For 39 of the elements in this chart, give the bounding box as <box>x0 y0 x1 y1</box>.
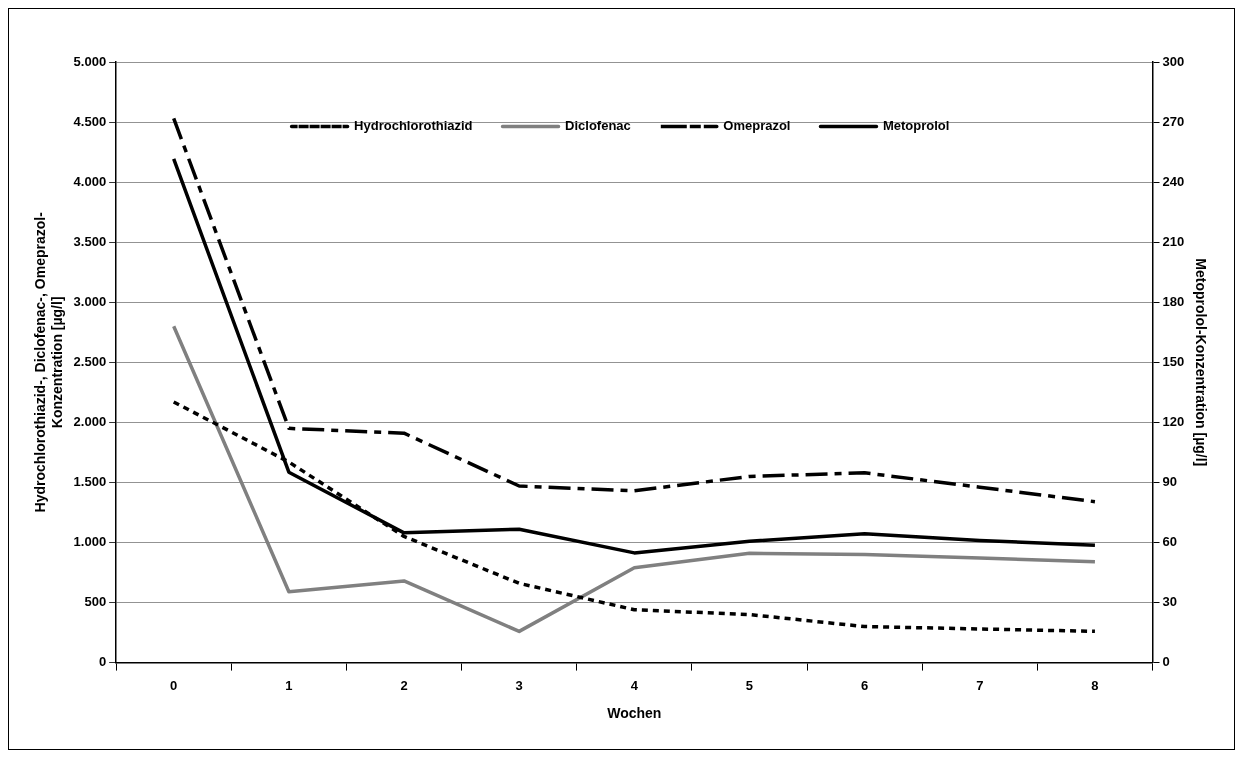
y2-tick-label: 60 <box>1162 534 1177 550</box>
line-series <box>171 116 1097 504</box>
y2-tick-label: 0 <box>1162 654 1170 670</box>
y-tick-label: 3.000 <box>73 293 107 309</box>
y-tick-label: 1.000 <box>73 534 107 550</box>
y2-tick-label: 180 <box>1162 293 1185 309</box>
legend-label: Metoprolol <box>882 118 950 134</box>
y2-tick-label: 270 <box>1162 113 1185 129</box>
y-tick-label: 3.500 <box>73 233 107 249</box>
x-tick-label: 8 <box>1091 677 1099 693</box>
x-tick-label: 2 <box>400 677 408 693</box>
x-tick-label: 3 <box>515 677 523 693</box>
y2-tick-label: 210 <box>1162 233 1185 249</box>
x-tick-label: 4 <box>630 677 639 693</box>
y-tick-label: 4.500 <box>73 113 107 129</box>
y-axis-title: Hydrochlorothiazid-, Diclofenac-, Omeprazol- Konzentration [µg/l] <box>32 211 66 513</box>
legend-label: Hydrochlorothiazid <box>354 118 473 134</box>
legend-label: Omeprazol <box>723 118 791 134</box>
y-tick-label: 5.000 <box>73 53 107 69</box>
y-tick-label: 2.000 <box>73 413 107 429</box>
y2-tick-label: 90 <box>1162 474 1177 489</box>
y-tick-label: 1.500 <box>73 474 107 489</box>
y2-tick-label: 30 <box>1162 594 1177 610</box>
y2-axis-title: Metoprolol-Konzentration [µg/l] <box>1192 258 1209 467</box>
x-tick-label: 0 <box>170 677 178 693</box>
y2-tick-label: 120 <box>1162 413 1185 429</box>
y2-tick-label: 150 <box>1162 353 1185 369</box>
x-axis-title: Wochen <box>607 705 662 722</box>
y-tick-label: 4.000 <box>73 173 107 189</box>
x-tick-label: 6 <box>861 677 869 693</box>
x-tick-label: 5 <box>745 677 754 693</box>
y-tick-label: 2.500 <box>73 353 107 369</box>
y-tick-label: 0 <box>98 654 107 670</box>
y-tick-label: 500 <box>84 594 107 610</box>
y2-tick-label: 300 <box>1162 53 1185 69</box>
x-tick-label: 7 <box>976 677 984 693</box>
legend-label: Diclofenac <box>565 118 631 134</box>
y2-tick-label: 240 <box>1162 173 1185 189</box>
x-tick-label: 1 <box>285 677 293 693</box>
